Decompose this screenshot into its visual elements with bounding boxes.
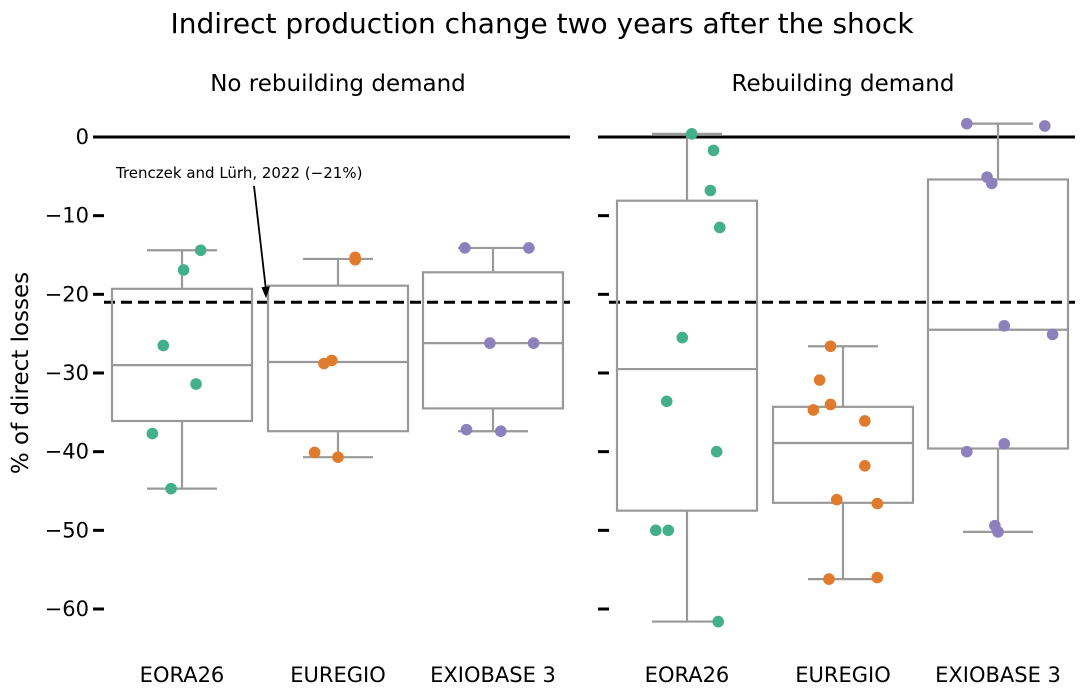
data-point: [707, 144, 720, 157]
data-point: [713, 221, 726, 234]
data-point: [704, 184, 717, 197]
data-point: [459, 242, 471, 254]
box-iqr: [110, 287, 254, 423]
data-point: [460, 423, 473, 436]
box-iqr: [421, 271, 565, 410]
data-point: [495, 425, 507, 438]
box-eora26: [615, 128, 759, 628]
panel-2: Rebuilding demand EORA26 EUREGIO EXIOBASE 3: [598, 71, 1075, 687]
x-tick-label: EXIOBASE 3: [935, 663, 1061, 687]
box-exiobase-3: [421, 242, 565, 438]
data-point: [961, 445, 973, 458]
y-tick-label: 0: [76, 125, 89, 149]
data-point: [823, 573, 835, 585]
data-point: [824, 340, 837, 353]
y-tick-label: −30: [45, 361, 89, 385]
data-point: [650, 524, 662, 537]
x-tick-label: EORA26: [645, 663, 730, 687]
box-euregio: [771, 340, 915, 585]
panels: No rebuilding demand 0 −10 −20 −30 −40 −50 −60 E…: [45, 71, 1075, 687]
x-tick-label: EORA26: [140, 663, 225, 687]
data-point: [871, 497, 884, 510]
data-point: [998, 438, 1011, 450]
data-point: [992, 526, 1004, 538]
panel-1: No rebuilding demand 0 −10 −20 −30 −40 −50 −60 E…: [45, 71, 570, 687]
data-point: [676, 331, 689, 344]
annotation-arrow-line: [253, 185, 267, 291]
data-point: [1039, 120, 1051, 132]
y-axis-label: % of direct losses: [8, 272, 34, 474]
data-point: [308, 446, 321, 459]
chart-title: Indirect production change two years aft…: [170, 7, 914, 40]
box-iqr: [266, 284, 410, 433]
data-point: [685, 128, 698, 140]
data-point: [1046, 328, 1059, 341]
data-point: [190, 378, 202, 390]
y-tick-label: −60: [45, 597, 89, 621]
annotation-arrow-head: [261, 286, 270, 299]
data-point: [146, 427, 159, 440]
data-point: [830, 493, 843, 506]
data-point: [177, 264, 190, 276]
y-tick-label: −10: [45, 204, 89, 228]
data-point: [859, 460, 871, 472]
data-point: [484, 337, 496, 349]
data-point: [871, 571, 884, 584]
data-point: [859, 415, 871, 427]
data-point: [194, 244, 207, 257]
box-euregio: [266, 251, 410, 463]
box-iqr: [771, 405, 915, 504]
data-point: [813, 374, 826, 386]
data-point: [332, 451, 344, 463]
x-tick-label: EUREGIO: [795, 663, 891, 687]
data-point: [662, 524, 675, 537]
annotation-text: Trenczek and Lürh, 2022 (−21%): [115, 164, 362, 182]
data-point: [985, 177, 998, 190]
data-point: [165, 482, 177, 495]
data-point: [349, 253, 361, 266]
x-tick-label: EXIOBASE 3: [430, 663, 556, 687]
box-eora26: [110, 244, 254, 495]
data-point: [824, 398, 837, 411]
panel-title: Rebuilding demand: [732, 71, 955, 97]
data-point: [660, 395, 673, 408]
data-point: [318, 357, 330, 370]
data-point: [961, 117, 973, 130]
box-iqr: [615, 199, 759, 512]
data-point: [523, 242, 535, 254]
data-point: [712, 615, 724, 628]
data-point: [998, 320, 1011, 332]
x-tick-label: EUREGIO: [290, 663, 386, 687]
data-point: [157, 339, 170, 352]
box-exiobase-3: [926, 117, 1070, 538]
y-tick-label: −40: [45, 440, 89, 464]
data-point: [710, 445, 723, 458]
data-point: [807, 404, 820, 416]
box-iqr: [926, 178, 1070, 450]
y-tick-label: −20: [45, 282, 89, 306]
data-point: [527, 337, 540, 349]
y-tick-label: −50: [45, 518, 89, 542]
panel-title: No rebuilding demand: [210, 71, 466, 97]
